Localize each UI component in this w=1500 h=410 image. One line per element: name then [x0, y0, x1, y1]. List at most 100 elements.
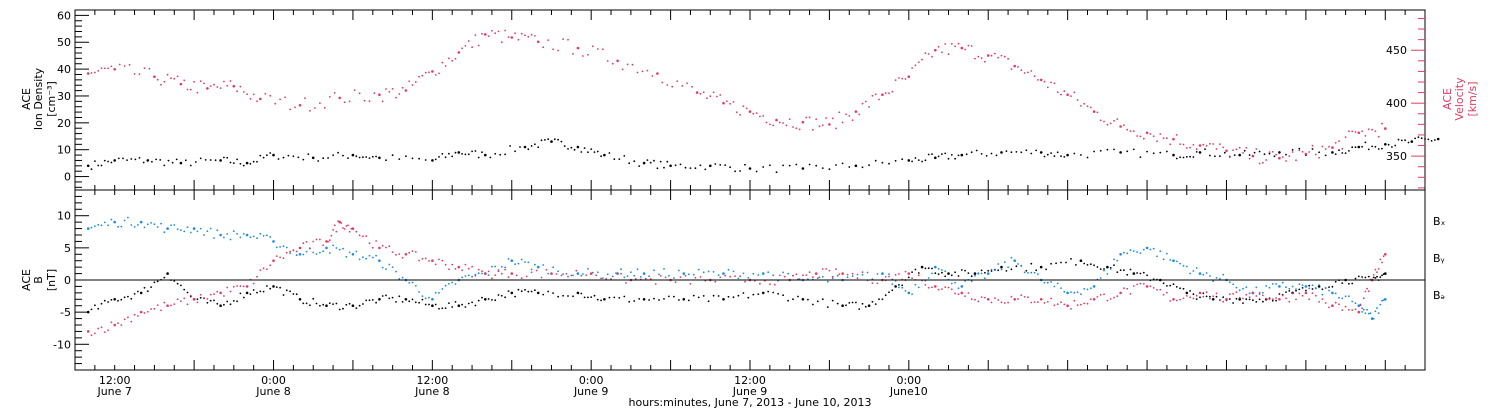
- density-point: [1126, 150, 1129, 153]
- bz-point: [309, 247, 311, 250]
- density-point: [142, 161, 145, 164]
- density-point: [580, 151, 583, 153]
- bz-point: [684, 274, 687, 277]
- velocity-point: [1361, 130, 1363, 133]
- bx-point: [990, 270, 993, 272]
- bz-point: [328, 239, 331, 242]
- bz-point: [1149, 285, 1152, 288]
- by-point: [1351, 300, 1354, 303]
- x-time-label: 0:00: [896, 374, 921, 387]
- density-point: [618, 158, 621, 161]
- b-tick-label: 0: [64, 274, 71, 287]
- bz-point: [1376, 271, 1378, 274]
- by-point: [491, 265, 493, 268]
- density-point: [438, 156, 440, 158]
- bx-point: [1035, 269, 1038, 272]
- by-point: [1364, 312, 1367, 315]
- density-point: [269, 152, 272, 154]
- by-point: [884, 276, 887, 278]
- velocity-point: [100, 67, 103, 69]
- bz-point: [1324, 302, 1327, 304]
- velocity-point: [1219, 143, 1221, 146]
- density-point: [110, 161, 113, 164]
- bz-point: [1228, 293, 1231, 295]
- by-point: [633, 274, 636, 277]
- density-point: [481, 151, 483, 154]
- bx-point: [911, 271, 913, 273]
- velocity-point: [542, 46, 545, 49]
- bz-point: [1182, 297, 1185, 300]
- bz-point: [729, 275, 731, 278]
- bx-point: [934, 272, 937, 275]
- bz-point: [100, 326, 103, 329]
- density-point: [1298, 147, 1301, 150]
- velocity-point: [1344, 136, 1347, 139]
- bz-point: [1195, 294, 1198, 297]
- density-point: [1132, 148, 1135, 151]
- bx-point: [365, 299, 368, 302]
- density-point: [1238, 153, 1241, 157]
- bx-point: [1096, 266, 1099, 268]
- velocity-point: [118, 63, 121, 66]
- density-point: [514, 150, 516, 153]
- bz-point: [808, 271, 811, 274]
- velocity-point: [907, 75, 911, 78]
- bz-point: [1357, 310, 1361, 314]
- bx-point: [957, 275, 960, 277]
- by-point: [567, 275, 569, 278]
- velocity-point: [795, 127, 798, 130]
- by-point: [1354, 302, 1357, 305]
- density-point: [907, 159, 911, 162]
- by-point: [772, 274, 775, 277]
- by-point: [1142, 248, 1145, 251]
- bx-point: [385, 294, 387, 297]
- by-point: [542, 264, 545, 266]
- by-point: [1106, 273, 1109, 275]
- velocity-point: [294, 106, 296, 109]
- by-point: [747, 277, 750, 279]
- density-point: [1263, 153, 1266, 156]
- by-point: [302, 253, 305, 256]
- by-point: [623, 276, 626, 279]
- bz-point: [401, 256, 404, 259]
- by-point: [1331, 291, 1334, 295]
- density-point: [1404, 139, 1406, 142]
- bz-point: [714, 280, 717, 283]
- velocity-point: [864, 100, 867, 103]
- density-point: [593, 151, 596, 154]
- bz-point: [414, 251, 417, 253]
- bx-point: [1262, 300, 1264, 303]
- bx-point: [467, 302, 470, 305]
- bz-point: [1348, 308, 1350, 311]
- by-point: [1080, 293, 1082, 296]
- bz-point: [1298, 292, 1301, 295]
- velocity-point: [481, 32, 483, 35]
- density-tick-label: 50: [57, 36, 71, 49]
- density-point: [689, 167, 692, 170]
- bx-point: [1222, 296, 1225, 299]
- velocity-point: [1103, 120, 1105, 123]
- density-point: [1407, 141, 1410, 144]
- density-point: [547, 138, 550, 141]
- bz-point: [1311, 292, 1314, 294]
- velocity-point: [229, 80, 232, 82]
- velocity-point: [661, 81, 664, 84]
- bx-point: [642, 298, 646, 301]
- velocity-point: [338, 96, 342, 100]
- velocity-point: [894, 79, 897, 81]
- by-point: [1262, 291, 1264, 294]
- velocity-point: [1209, 142, 1211, 145]
- bx-point: [596, 298, 599, 301]
- velocity-point: [133, 73, 136, 75]
- bz-point: [957, 293, 960, 296]
- bx-point: [434, 303, 437, 306]
- bx-point: [648, 299, 650, 301]
- bx-point: [249, 293, 252, 295]
- magnetic-field-points: [86, 216, 1387, 337]
- density-point: [957, 154, 960, 157]
- by-point: [1298, 283, 1301, 285]
- density-point: [530, 145, 533, 147]
- velocity-point: [1301, 150, 1304, 153]
- density-point: [1331, 151, 1334, 154]
- bz-point: [1000, 301, 1003, 304]
